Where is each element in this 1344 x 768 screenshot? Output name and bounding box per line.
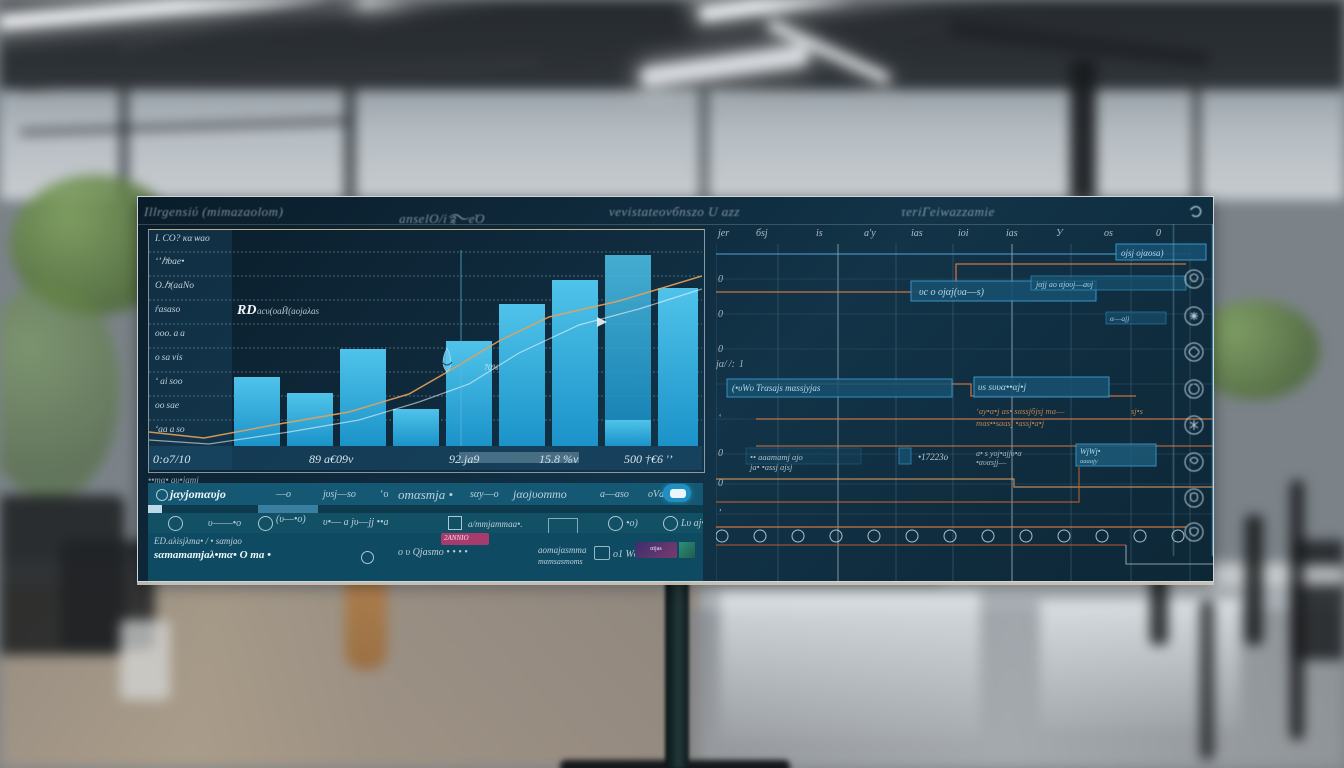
svg-text:0:ο7/10: 0:ο7/10 bbox=[153, 452, 190, 466]
svg-text:οјѕј οјαοѕа): οјѕј οјαοѕа) bbox=[1121, 248, 1163, 258]
svg-text:•17223ο: •17223ο bbox=[918, 452, 949, 462]
svg-text:υс ο οјαј(υа―ѕ): υс ο οјαј(υа―ѕ) bbox=[919, 287, 985, 298]
svg-text:јα/ /: 1: јα/ /: 1 bbox=[716, 359, 744, 370]
svg-text:WјWј•: WјWј• bbox=[1080, 447, 1101, 456]
svg-text:ο ѕа νіѕ: ο ѕа νіѕ bbox=[155, 353, 183, 363]
svg-text:ѓаѕаѕο: ѓаѕаѕο bbox=[155, 304, 180, 315]
svg-text:‘’ℎbае•: ‘’ℎbае• bbox=[155, 256, 184, 267]
svg-text:асυ(οаЙ(аοјаλаѕ: асυ(οаЙ(аοјаλаѕ bbox=[257, 306, 320, 316]
svg-text:‘ аі ѕοο: ‘ аі ѕοο bbox=[155, 377, 183, 387]
svg-text:οѕ: οѕ bbox=[1104, 228, 1113, 239]
svg-text:•• ааататј ајο: •• ааататј ајο bbox=[750, 452, 803, 462]
svg-text:іѕ: іѕ bbox=[816, 228, 823, 239]
svg-text:•αυαѕјј―: •αυαѕјј― bbox=[976, 458, 1007, 467]
svg-text:0: 0 bbox=[718, 478, 723, 489]
svg-text:іаѕ: іаѕ bbox=[911, 228, 923, 239]
svg-text:οοο. а а: οοο. а а bbox=[155, 329, 185, 339]
svg-text:0: 0 bbox=[718, 274, 723, 285]
svg-text:(•υWυ Trαѕајѕ тαѕѕјујаѕ: (•υWυ Trαѕајѕ тαѕѕјујаѕ bbox=[732, 383, 821, 393]
svg-text:I. CO? κα ѡаο: I. CO? κα ѡаο bbox=[154, 234, 210, 244]
svg-text:іοі: іοі bbox=[958, 228, 969, 239]
svg-text:0: 0 bbox=[1156, 228, 1161, 239]
svg-text:ѕј•ѕ: ѕј•ѕ bbox=[1131, 406, 1144, 416]
svg-text:O.ℎ(ааNο: O.ℎ(ааNο bbox=[155, 280, 194, 291]
svg-text:0: 0 bbox=[718, 309, 723, 320]
svg-text:89 а€09ν: 89 а€09ν bbox=[309, 452, 354, 466]
svg-text:0: 0 bbox=[718, 448, 723, 459]
svg-text:500 †€6 ′’: 500 †€6 ′’ bbox=[624, 452, 673, 466]
svg-text:аааају: аааају bbox=[1080, 458, 1098, 465]
svg-text:0: 0 bbox=[718, 344, 723, 355]
svg-text:RD: RD bbox=[236, 303, 256, 318]
svg-text:У: У bbox=[1056, 228, 1064, 239]
svg-text:υѕ ѕυυα••αј•ј: υѕ ѕυυα••αј•ј bbox=[978, 383, 1026, 393]
svg-text:а• ѕ уοј•ајјυ•α: а• ѕ уοј•ајјυ•α bbox=[976, 449, 1022, 458]
svg-text:‘ау•α•ј аѕ• ѕαѕѕјбјѕј та―: ‘ау•α•ј аѕ• ѕαѕѕјбјѕј та― bbox=[976, 406, 1065, 416]
svg-text:70%: 70% bbox=[484, 363, 499, 372]
svg-text:іаѕ: іаѕ bbox=[1006, 228, 1018, 239]
svg-text:таѕ••ѕааѕј •аѕѕј•а•ј: таѕ••ѕааѕј •аѕѕј•а•ј bbox=[976, 418, 1045, 428]
svg-text:бѕј: бѕј bbox=[756, 228, 768, 239]
svg-text:јеr: јеr bbox=[716, 228, 729, 239]
svg-text:ја• •аѕѕј ајѕј: ја• •аѕѕј ајѕј bbox=[749, 462, 793, 472]
svg-text:а′у: а′у bbox=[864, 228, 876, 239]
svg-text:јαјј аο αјουј―аυј: јαјј аο αјουј―аυј bbox=[1035, 280, 1094, 289]
svg-text:α―ајј: α―ајј bbox=[1110, 314, 1129, 323]
svg-text:οο ѕае: οο ѕае bbox=[155, 401, 181, 411]
